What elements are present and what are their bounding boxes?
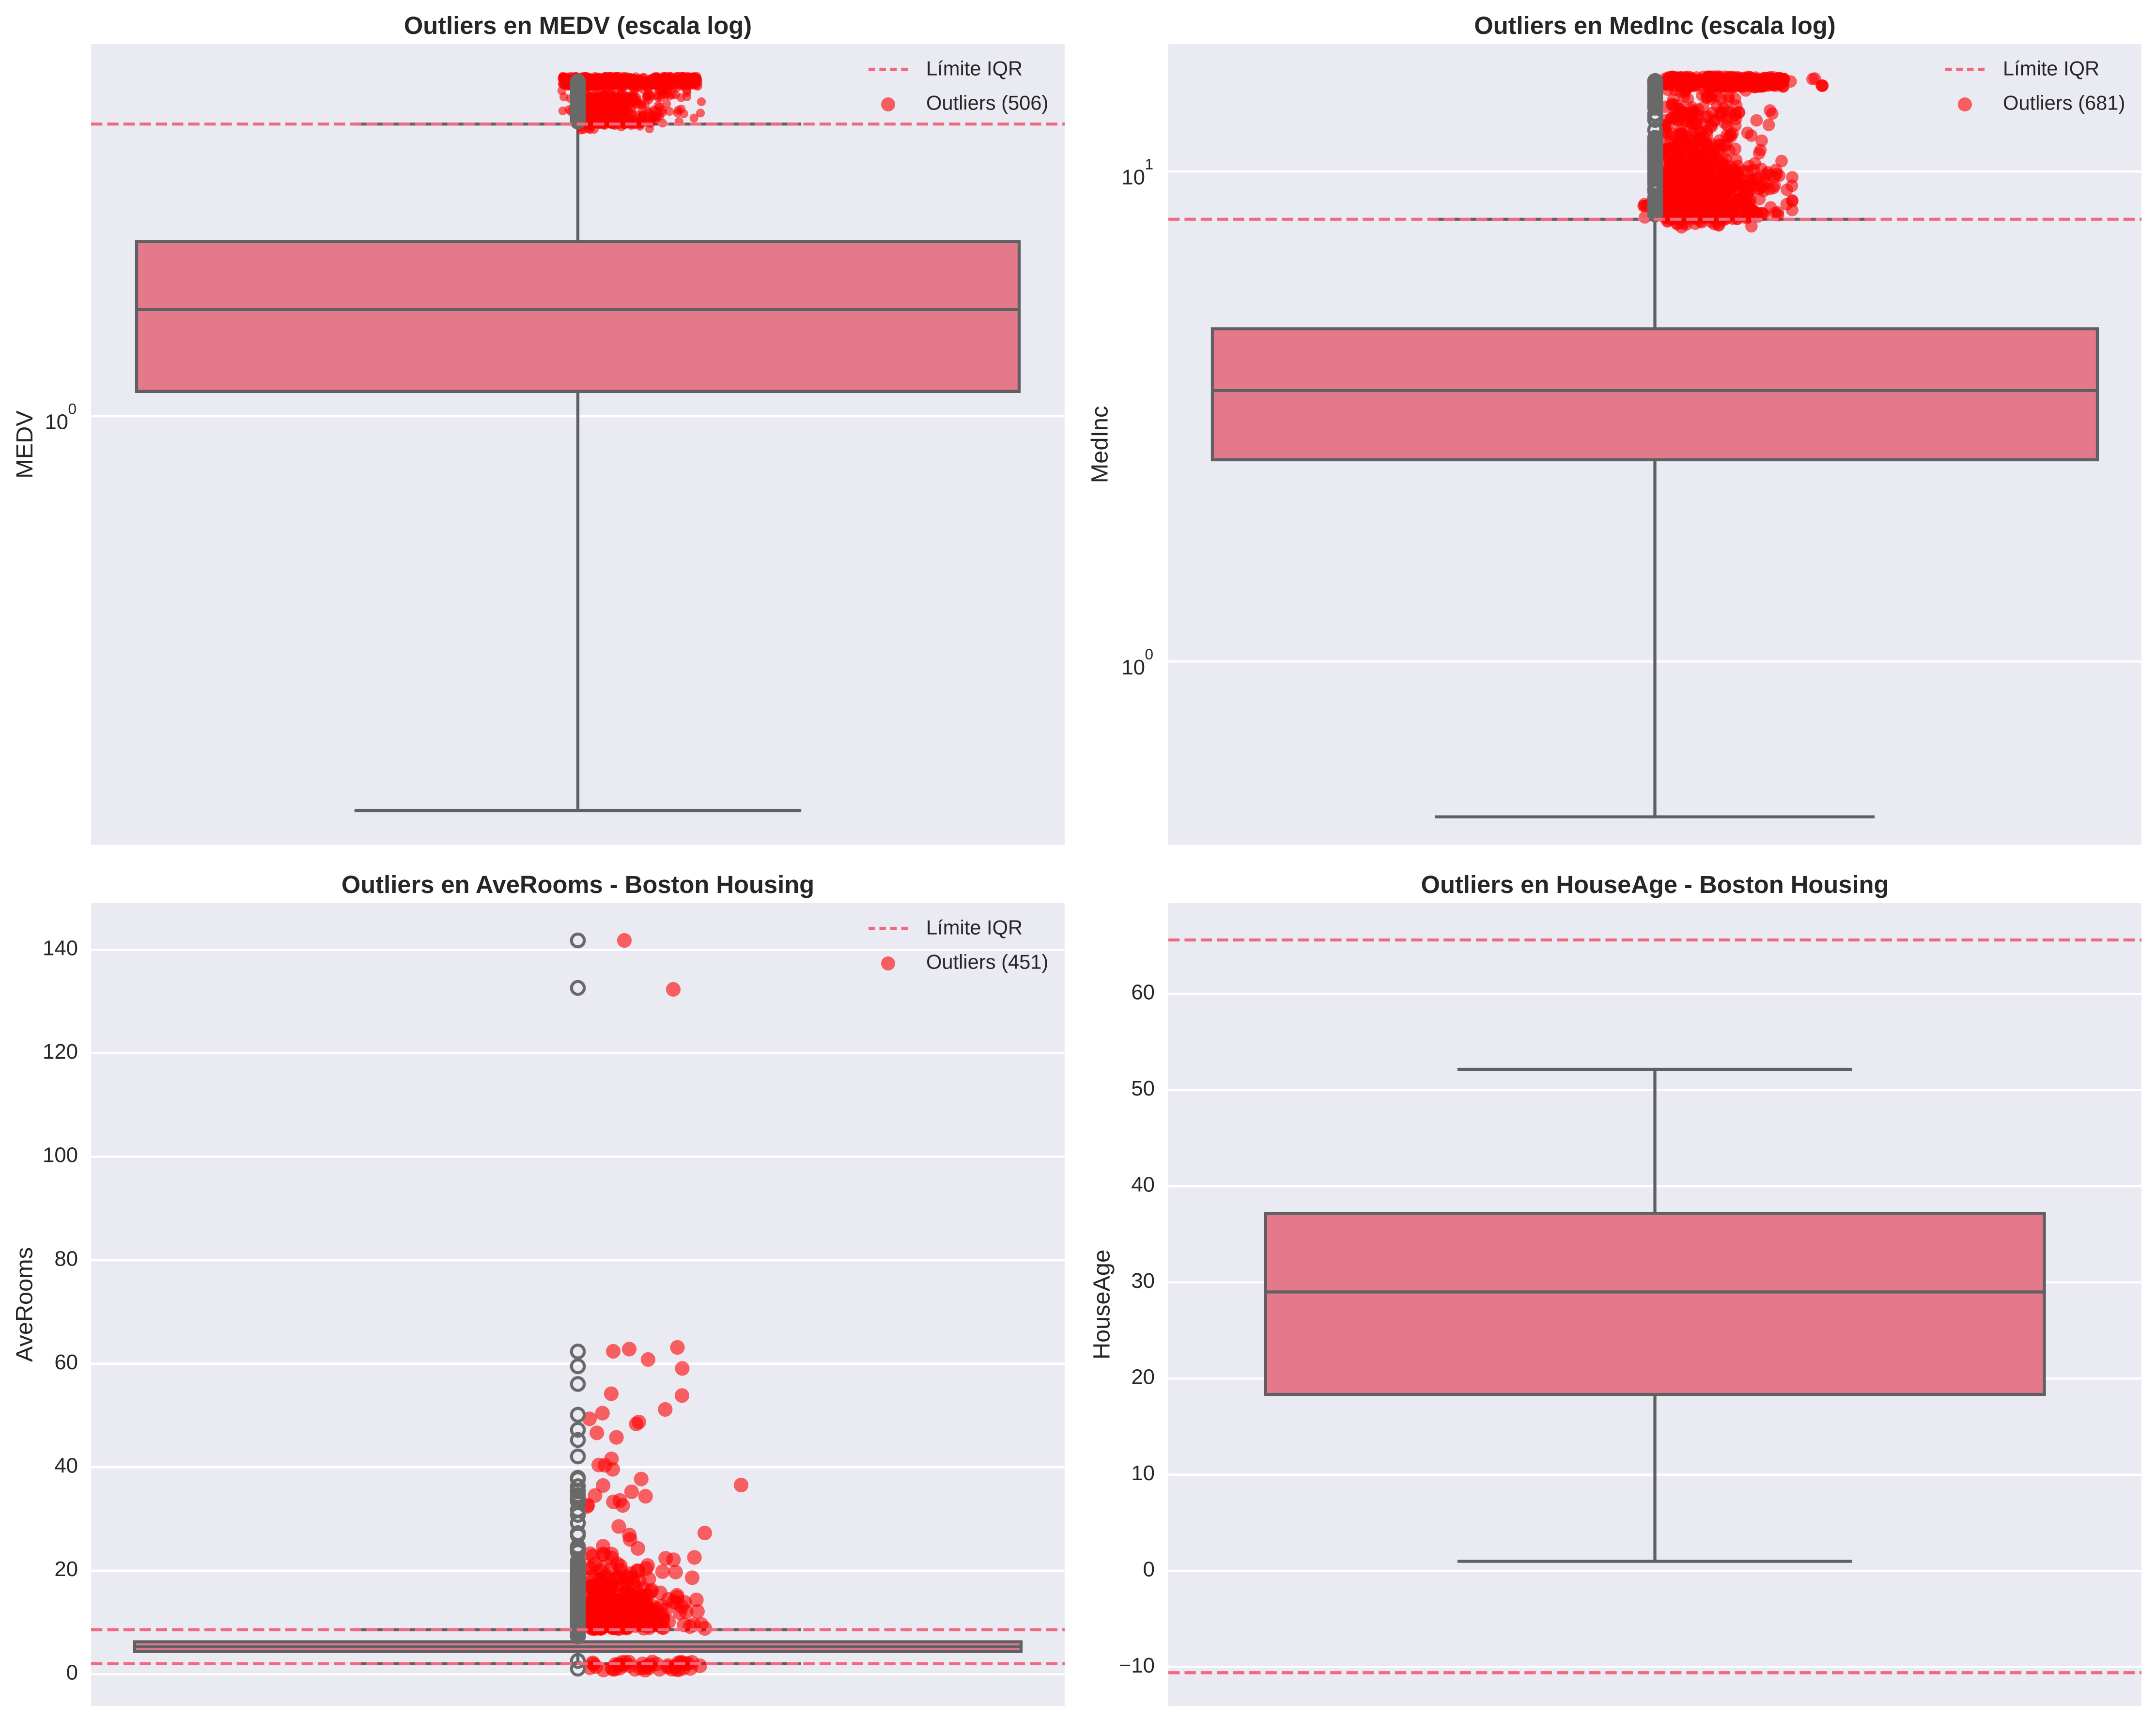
svg-text:0: 0 [68,400,77,418]
svg-text:20: 20 [54,1557,78,1581]
svg-text:AveRooms: AveRooms [12,1247,38,1362]
svg-text:10: 10 [1131,1461,1155,1485]
svg-text:10: 10 [1121,166,1145,189]
svg-text:−10: −10 [1119,1654,1155,1677]
svg-text:1: 1 [1145,156,1153,173]
svg-text:100: 100 [43,1143,78,1167]
svg-text:Límite IQR: Límite IQR [926,57,1023,79]
svg-text:120: 120 [43,1040,78,1064]
svg-text:Outliers en HouseAge - Boston: Outliers en HouseAge - Boston Housing [1421,871,1889,898]
svg-text:140: 140 [43,937,78,960]
svg-text:40: 40 [1131,1173,1155,1196]
svg-text:Límite IQR: Límite IQR [2003,57,2099,79]
svg-text:0: 0 [1145,645,1153,663]
svg-text:MedInc: MedInc [1087,406,1113,483]
svg-text:Outliers (506): Outliers (506) [926,91,1048,114]
svg-text:Outliers en AveRooms - Boston: Outliers en AveRooms - Boston Housing [341,871,814,898]
svg-text:HouseAge: HouseAge [1089,1250,1115,1360]
svg-text:30: 30 [1131,1269,1155,1293]
svg-text:40: 40 [54,1454,78,1478]
svg-text:0: 0 [1143,1557,1155,1581]
svg-text:50: 50 [1131,1077,1155,1100]
svg-text:60: 60 [1131,980,1155,1004]
svg-text:10: 10 [45,410,68,434]
svg-text:Outliers en MEDV (escala log): Outliers en MEDV (escala log) [404,12,752,39]
svg-text:80: 80 [54,1247,78,1270]
svg-text:0: 0 [66,1661,78,1685]
svg-text:Límite IQR: Límite IQR [926,916,1023,939]
svg-text:20: 20 [1131,1365,1155,1389]
svg-text:Outliers en MedInc (escala log: Outliers en MedInc (escala log) [1474,12,1835,39]
svg-text:60: 60 [54,1350,78,1374]
svg-text:MEDV: MEDV [12,410,38,479]
svg-text:10: 10 [1121,656,1145,679]
svg-text:Outliers (451): Outliers (451) [926,950,1048,973]
svg-text:Outliers (681): Outliers (681) [2003,91,2125,114]
